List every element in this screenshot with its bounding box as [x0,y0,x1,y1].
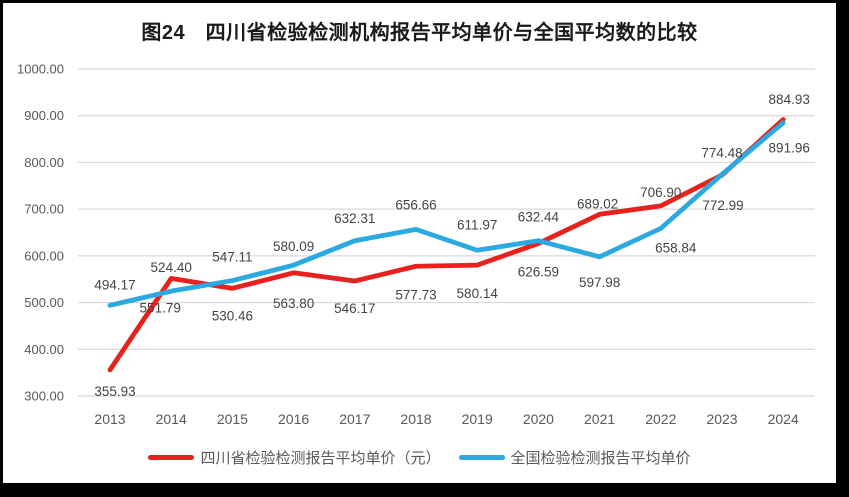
data-label-national: 658.84 [655,240,697,255]
x-axis-tick-label: 2014 [156,411,187,427]
legend-label-national: 全国检验检测报告平均单价 [510,450,691,467]
plot-area: 300.00 400.00 500.00 600.00 700.00 800.00 900.… [17,62,815,427]
data-label-sichuan: 580.14 [457,286,499,301]
data-label-national: 611.97 [457,217,497,232]
legend-label-sichuan: 四川省检验检测报告平均单价（元） [200,450,441,467]
legend-line-swatch-sichuan [148,455,195,460]
data-label-sichuan: 546.17 [334,301,375,316]
x-axis-tick-label: 2013 [94,411,125,427]
y-axis-tick-label: 1000.00 [17,62,64,77]
y-axis-tick-label: 900.00 [24,108,64,123]
chart-title: 图24 四川省检验检测机构报告平均单价与全国平均数的比较 [141,22,698,44]
x-axis-tick-label: 2018 [400,411,431,427]
legend: 四川省检验检测报告平均单价（元） 全国检验检测报告平均单价 [3,447,836,468]
data-label-national: 884.93 [769,92,810,107]
x-axis-tick-label: 2024 [768,411,799,427]
data-label-sichuan: 551.79 [140,300,181,315]
series-line-sichuan [107,117,786,373]
data-label-sichuan: 891.96 [769,140,810,155]
data-label-sichuan: 563.80 [273,296,314,311]
data-label-sichuan: 626.59 [518,264,559,279]
y-axis-tick-label: 600.00 [24,248,64,263]
chart-card: 图24 四川省检验检测机构报告平均单价与全国平均数的比较 300.00 400.0… [3,3,836,483]
x-axis-tick-label: 2017 [339,411,370,427]
legend-item-national: 全国检验检测报告平均单价 [458,447,691,468]
y-axis-tick-label: 400.00 [24,342,64,357]
y-axis-tick-label: 500.00 [24,295,64,310]
data-label-sichuan: 706.90 [640,185,681,200]
y-axis-tick-label: 300.00 [24,389,64,404]
data-label-sichuan: 577.73 [395,287,436,302]
data-label-sichuan: 772.99 [702,198,743,213]
x-axis-tick-label: 2023 [706,411,737,427]
x-axis-tick-label: 2022 [645,411,676,427]
data-label-sichuan: 355.93 [94,384,135,399]
legend-item-sichuan: 四川省检验检测报告平均单价（元） [148,447,441,468]
data-label-sichuan: 530.46 [212,308,253,323]
x-axis-tick-label: 2021 [584,411,615,427]
x-axis-tick-label: 2020 [523,411,554,427]
x-axis-tick-label: 2015 [217,411,248,427]
data-label-national: 494.17 [94,277,135,292]
y-axis-tick-label: 700.00 [24,202,64,217]
x-axis-tick-label: 2016 [278,411,309,427]
data-label-national: 656.66 [395,197,436,212]
data-label-sichuan: 689.02 [577,196,618,211]
data-label-national: 632.44 [518,210,560,225]
data-label-national: 632.31 [334,211,375,226]
data-label-national: 524.40 [151,260,192,275]
data-label-national: 597.98 [579,275,620,290]
y-axis-tick-label: 800.00 [24,155,64,170]
legend-line-swatch-national [458,455,505,460]
data-label-national: 580.09 [273,239,314,254]
series-line-national [107,120,786,308]
data-label-national: 547.11 [212,250,252,265]
data-label-national: 774.48 [701,145,742,160]
x-axis-tick-label: 2019 [462,411,493,427]
